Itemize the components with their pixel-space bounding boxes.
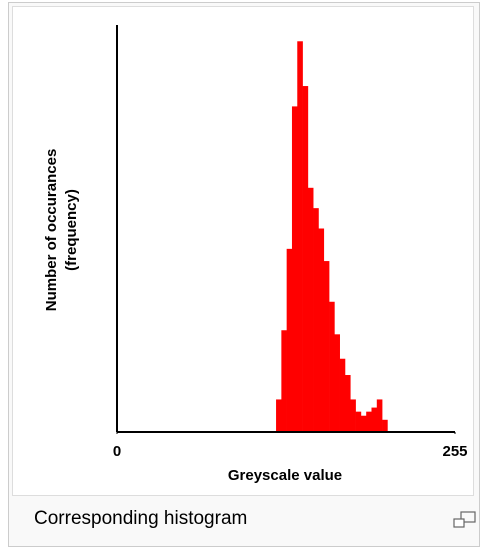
histogram-bar [297,41,303,432]
chart: Greyscale value Number of occurances (fr… [43,25,468,484]
histogram-bar [344,375,351,432]
x-axis-label: Greyscale value [228,467,342,484]
histogram-bar [355,411,362,432]
histogram-bar [307,187,314,432]
histogram-bar [339,358,346,432]
image-area [12,6,474,496]
histogram-bar [291,106,298,433]
histogram-bar [302,86,309,433]
histogram-bar [360,415,367,432]
enlarge-icon[interactable] [452,510,478,530]
caption: Corresponding histogram [34,508,248,529]
histogram-bar [350,399,356,432]
y-axis-label: Number of occurances [43,149,60,312]
x-tick-label: 255 [442,443,467,460]
y-axis-label: (frequency) [63,189,80,271]
histogram-bar [371,407,378,432]
x-tick-label: 0 [113,443,121,460]
histogram-bar [382,419,388,432]
histogram-bar [376,399,383,432]
histogram-bar [334,334,340,432]
histogram-bar [329,301,335,432]
histogram-bar [276,399,282,432]
histogram-bar [366,411,372,432]
histogram-bar [313,208,319,432]
histogram-bar [323,261,330,432]
histogram-bar [281,330,287,432]
histogram-bar [318,228,325,432]
histogram-bar [286,248,293,432]
